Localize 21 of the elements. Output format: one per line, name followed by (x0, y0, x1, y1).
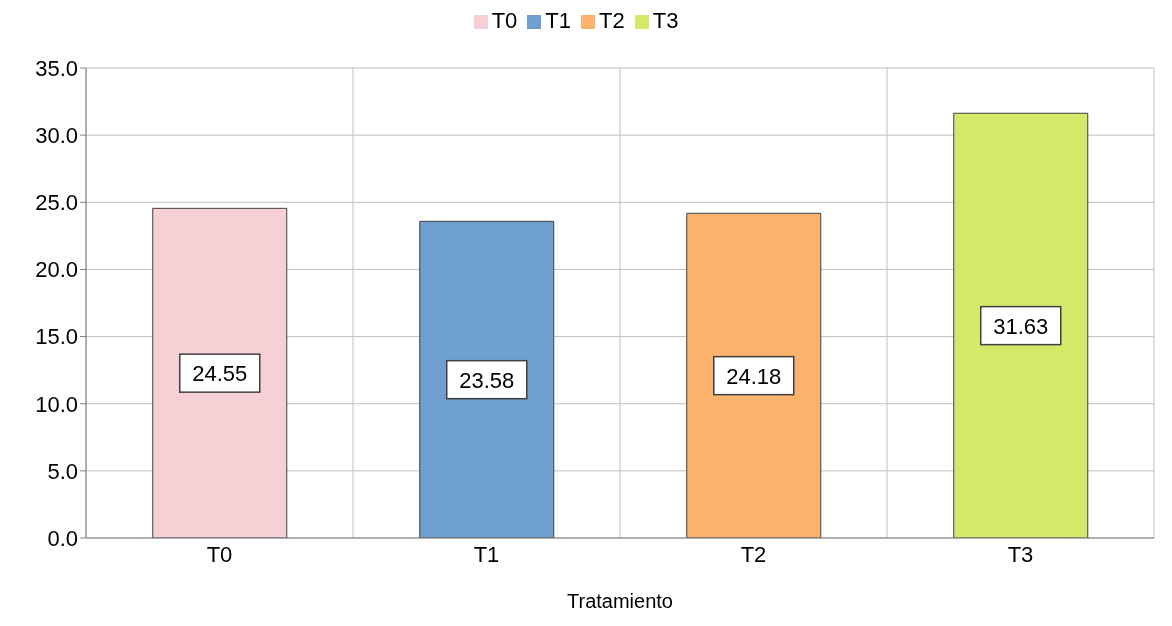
y-tick-label: 30.0 (35, 122, 78, 148)
x-tick-label: T0 (206, 541, 233, 567)
legend-label: T2 (599, 8, 625, 33)
data-label: 23.58 (459, 367, 515, 393)
x-tick-label: T3 (1007, 541, 1034, 567)
x-tick-label: T1 (473, 541, 500, 567)
legend-label: T0 (491, 8, 518, 33)
x-tick-label: T2 (740, 541, 767, 567)
y-tick-label: 20.0 (35, 257, 78, 283)
y-tick-label: 15.0 (35, 324, 78, 350)
data-label: 31.63 (993, 313, 1049, 339)
legend-label: T3 (652, 8, 679, 33)
data-label: 24.55 (192, 361, 248, 387)
data-label: 24.18 (726, 363, 782, 389)
legend-label: T1 (545, 8, 571, 33)
y-tick-label: 25.0 (35, 190, 78, 216)
y-tick-label: 0.0 (47, 525, 78, 551)
y-tick-label: 5.0 (47, 458, 78, 484)
y-tick-label: 10.0 (35, 391, 78, 417)
y-tick-label: 35.0 (35, 55, 78, 81)
x-axis-title: Tratamiento (567, 590, 673, 612)
